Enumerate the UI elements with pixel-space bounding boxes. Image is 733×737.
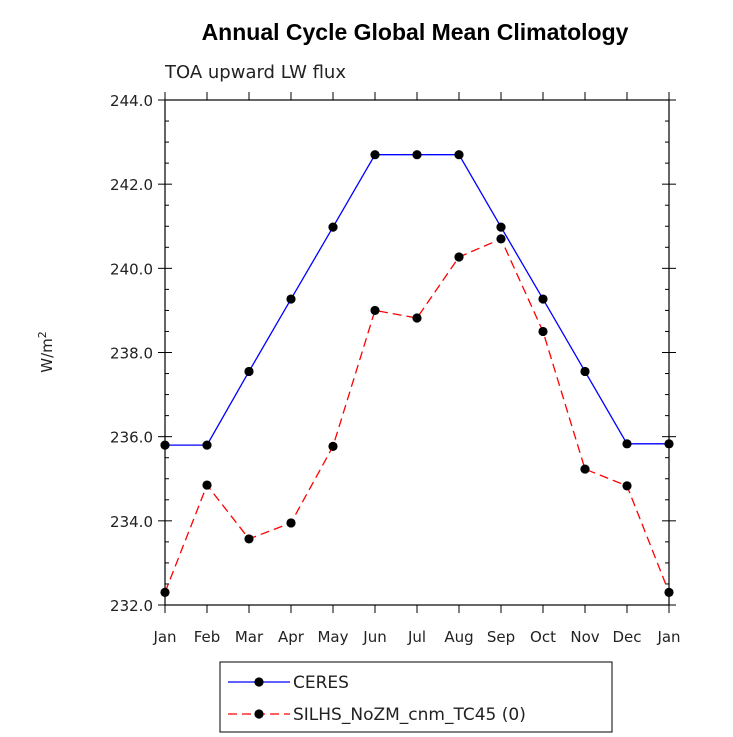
data-point-0 [244, 366, 254, 377]
x-tick-label: Feb [194, 628, 221, 646]
y-axis: 232.0 234.0 236.0 238.0 240.0 242.0 244.0 [110, 92, 676, 615]
data-point-1 [160, 587, 170, 597]
data-point-0 [202, 440, 212, 450]
y-tick-label: 240.0 [110, 260, 153, 278]
x-axis: Jan Feb Mar Apr May Jun Jul Aug Sep Oct Nov Dec Jan [152, 92, 681, 646]
data-point-1 [202, 480, 212, 490]
x-tick-label: Dec [612, 628, 641, 646]
y-tick-label: 242.0 [110, 176, 153, 194]
data-point-1 [370, 305, 380, 316]
data-point-1 [244, 534, 254, 544]
data-point-0 [496, 222, 506, 232]
data-point-0 [664, 439, 674, 449]
x-tick-label: Nov [570, 628, 599, 646]
legend-label-1: SILHS_NoZM_cnm_TC45 (0) [293, 705, 526, 725]
plot-frame [164, 99, 670, 606]
data-point-1 [496, 234, 506, 244]
data-point-0 [370, 150, 380, 160]
data-point-1 [286, 518, 296, 528]
data-point-1 [454, 252, 464, 262]
y-tick-label: 236.0 [110, 429, 153, 447]
y-tick-label: 234.0 [110, 513, 153, 531]
legend: CERES SILHS_NoZM_cnm_TC45 (0) [228, 673, 526, 725]
y-tick-label: 244.0 [110, 92, 153, 110]
x-tick-label: Mar [235, 628, 264, 646]
data-point-0 [580, 366, 590, 377]
data-point-1 [412, 313, 422, 323]
data-point-0 [328, 222, 338, 232]
x-tick-label: Sep [487, 628, 515, 646]
x-tick-label: Jun [362, 628, 386, 646]
chart-title: Annual Cycle Global Mean Climatology [202, 19, 629, 45]
x-tick-label: Jan [152, 628, 176, 646]
y-tick-label: 238.0 [110, 345, 153, 363]
series-line-0 [165, 154, 669, 446]
legend-marker-1 [254, 709, 264, 719]
data-point-0 [412, 150, 422, 160]
legend-label-0: CERES [293, 673, 349, 693]
x-tick-label: Aug [444, 628, 473, 646]
data-point-0 [454, 150, 464, 160]
chart-subtitle: TOA upward LW flux [164, 62, 346, 83]
data-point-0 [286, 294, 296, 304]
data-point-1 [538, 326, 548, 337]
data-point-1 [664, 587, 674, 597]
data-point-1 [622, 481, 632, 491]
y-tick-label: 232.0 [110, 597, 153, 615]
legend-marker-0 [254, 677, 264, 687]
legend-box [219, 661, 613, 733]
data-point-1 [580, 464, 590, 474]
y-axis-label: W/m2 [36, 331, 56, 373]
data-point-0 [622, 439, 632, 449]
data-point-0 [160, 440, 170, 450]
x-tick-label: Jul [407, 628, 426, 646]
data-point-1 [328, 441, 338, 451]
x-tick-label: Jan [656, 628, 680, 646]
series-layer [160, 150, 674, 597]
series-line-1 [164, 238, 670, 593]
x-tick-label: Apr [278, 628, 305, 646]
x-tick-label: May [317, 628, 348, 646]
x-tick-label: Oct [530, 628, 556, 646]
data-point-0 [538, 294, 548, 304]
